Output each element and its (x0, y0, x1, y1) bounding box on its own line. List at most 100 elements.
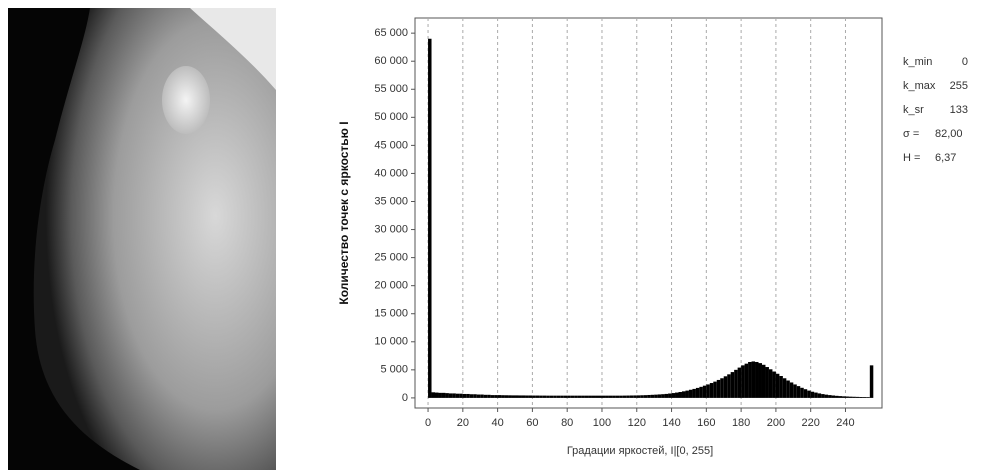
x-tick-label: 80 (561, 417, 573, 429)
bar (637, 395, 640, 398)
y-tick-label: 10 000 (374, 336, 408, 348)
bar (560, 396, 563, 398)
bar (828, 395, 831, 398)
bar (706, 384, 709, 397)
x-tick-label: 0 (425, 417, 431, 429)
bar (658, 394, 661, 397)
bar (626, 396, 629, 398)
bar (536, 396, 539, 398)
bar (835, 396, 838, 398)
stat-value: 255 (950, 80, 968, 92)
bar (543, 396, 546, 398)
bar (762, 365, 765, 398)
bar (484, 395, 487, 398)
bar (432, 392, 435, 398)
bar (442, 393, 445, 398)
y-tick-label: 60 000 (374, 55, 408, 67)
bar (856, 397, 859, 398)
bar (449, 393, 452, 397)
bar (640, 395, 643, 398)
x-tick-label: 140 (662, 417, 680, 429)
bar (574, 396, 577, 398)
bar (585, 396, 588, 398)
bar (859, 397, 862, 398)
bar (685, 391, 688, 398)
bar (470, 394, 473, 398)
bar (779, 376, 782, 398)
mammogram-image (8, 8, 276, 470)
bar (842, 396, 845, 398)
bar (494, 395, 497, 398)
stat-value: 82,00 (935, 128, 963, 140)
bar (814, 393, 817, 398)
bar (748, 362, 751, 398)
y-tick-label: 15 000 (374, 308, 408, 320)
x-tick-label: 40 (491, 417, 503, 429)
bar (769, 369, 772, 398)
y-tick-label: 0 (402, 392, 408, 404)
stat-value: 133 (950, 104, 968, 116)
bar (783, 378, 786, 398)
bar (459, 394, 462, 398)
bar (821, 394, 824, 398)
y-tick-label: 55 000 (374, 83, 408, 95)
bar (609, 396, 612, 398)
bar (665, 394, 668, 398)
bar (738, 368, 741, 398)
x-tick-label: 220 (802, 417, 820, 429)
bar (557, 396, 560, 398)
x-tick-label: 240 (836, 417, 854, 429)
bar (772, 372, 775, 398)
stat-label: σ = (903, 128, 919, 140)
bar (845, 396, 848, 397)
bar (703, 386, 706, 398)
bar (487, 395, 490, 398)
x-tick-label: 120 (628, 417, 646, 429)
x-tick-label: 60 (526, 417, 538, 429)
bar (818, 393, 821, 397)
bar (612, 396, 615, 398)
bar (567, 396, 570, 398)
bar (797, 386, 800, 398)
bar (598, 396, 601, 398)
bar (473, 394, 476, 398)
bar (825, 395, 828, 398)
x-tick-label: 200 (767, 417, 785, 429)
x-tick-label: 160 (697, 417, 715, 429)
bar (734, 370, 737, 398)
stat-label: k_min (903, 56, 932, 68)
bar (428, 39, 431, 398)
bar (679, 392, 682, 398)
bar (644, 395, 647, 398)
bar (605, 396, 608, 398)
bar (456, 394, 459, 398)
x-tick-label: 180 (732, 417, 750, 429)
y-tick-label: 30 000 (374, 223, 408, 235)
bar (619, 396, 622, 398)
bar (752, 361, 755, 397)
y-tick-label: 5 000 (380, 364, 408, 376)
bar (445, 393, 448, 398)
bar (515, 395, 518, 398)
bar (849, 397, 852, 398)
bar (630, 395, 633, 397)
bar (804, 389, 807, 398)
bar (529, 395, 532, 397)
x-tick-label: 20 (457, 417, 469, 429)
bar (435, 393, 438, 398)
y-axis-title: Количество точек с яркостью I (337, 121, 351, 304)
bar (508, 395, 511, 398)
bar (759, 363, 762, 398)
bar (786, 381, 789, 398)
bar (546, 396, 549, 398)
bar (498, 395, 501, 398)
bar (668, 394, 671, 398)
bar (522, 395, 525, 397)
bar (553, 396, 556, 398)
bar (675, 393, 678, 398)
bar (755, 362, 758, 398)
bar (491, 395, 494, 398)
bar (477, 395, 480, 398)
bar (651, 395, 654, 398)
stat-value: 0 (962, 56, 968, 68)
